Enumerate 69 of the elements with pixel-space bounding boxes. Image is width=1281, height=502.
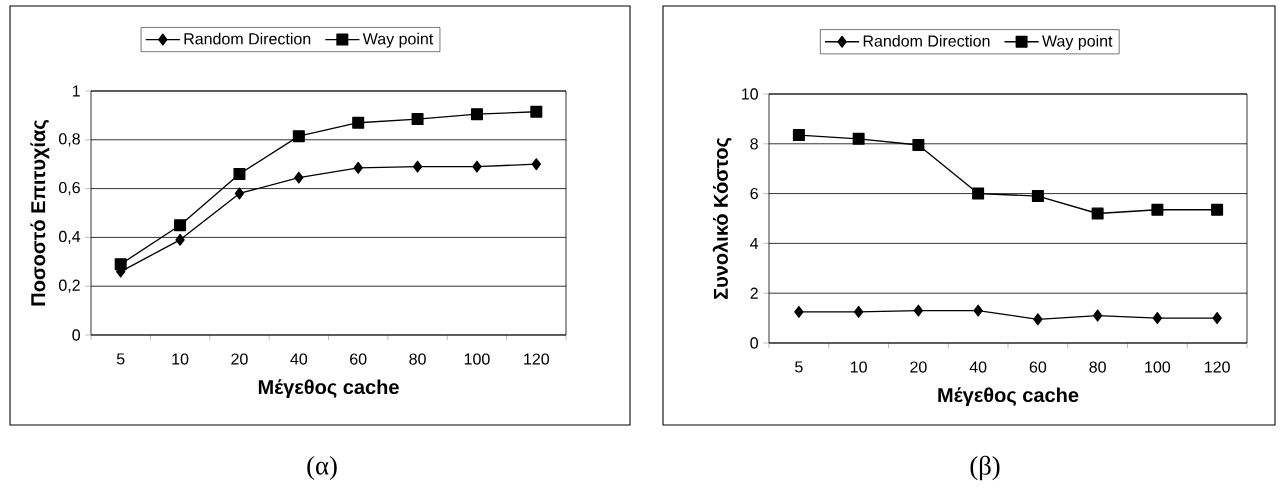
y-tick-label: 1 <box>72 85 80 97</box>
point <box>472 160 482 173</box>
legend-label: Random Direction <box>184 32 311 45</box>
x-tick-label: 10 <box>172 353 189 365</box>
point <box>175 233 185 246</box>
point <box>1151 203 1164 216</box>
point <box>1092 309 1103 322</box>
point <box>114 258 127 271</box>
x-tick-label: 100 <box>1145 361 1171 373</box>
point <box>411 113 424 126</box>
x-tick-label: 5 <box>795 361 803 373</box>
point <box>234 187 245 200</box>
point <box>1212 312 1222 325</box>
y-tick-label: 0,8 <box>59 133 80 147</box>
point <box>794 305 804 318</box>
y-tick-label: 0 <box>72 329 80 341</box>
point <box>531 158 541 171</box>
x-tick-label: 20 <box>910 361 927 373</box>
x-tick-label: 80 <box>1089 361 1106 373</box>
legend-label: Way point <box>362 32 434 48</box>
x-axis-title: Μέγεθος cache <box>938 387 1079 407</box>
point <box>1211 203 1224 216</box>
x-tick-label: 60 <box>350 353 367 365</box>
x-tick-label: 100 <box>464 353 490 365</box>
y-tick-label: 4 <box>750 237 759 249</box>
point <box>174 219 187 232</box>
point <box>353 161 363 174</box>
point <box>852 132 865 145</box>
point <box>530 105 543 118</box>
point <box>1152 312 1163 325</box>
x-tick-label: 10 <box>850 361 867 373</box>
y-tick-label: 8 <box>750 138 758 150</box>
point <box>853 305 864 318</box>
x-tick-label: 60 <box>1029 361 1047 373</box>
point <box>792 129 805 142</box>
x-tick-label: 120 <box>524 353 550 365</box>
point <box>233 167 246 180</box>
x-tick-label: 5 <box>116 353 125 365</box>
y-tick-label: 0,2 <box>59 279 80 293</box>
text: (α) <box>307 455 337 481</box>
point <box>352 116 365 129</box>
point <box>1091 207 1104 220</box>
x-tick-label: 20 <box>231 353 248 365</box>
x-tick-label: 40 <box>969 361 987 373</box>
point <box>973 304 983 317</box>
point <box>294 171 304 184</box>
x-axis-title: Μέγεθος cache <box>258 379 399 399</box>
point <box>1031 190 1044 203</box>
x-tick-label: 80 <box>409 353 426 365</box>
point <box>292 130 305 143</box>
x-tick-label: 40 <box>290 353 308 365</box>
y-axis-title: Ποσοστό Επιτυχίας <box>30 120 50 306</box>
point <box>972 187 985 200</box>
point <box>1033 313 1043 326</box>
y-tick-label: 2 <box>750 287 758 299</box>
y-tick-label: 6 <box>750 187 758 200</box>
y-tick-label: 10 <box>742 88 758 100</box>
point <box>912 139 925 152</box>
legend-label: Way point <box>1042 34 1113 50</box>
point <box>470 108 483 121</box>
y-axis-title: Συνολικό Κόστος <box>712 137 732 300</box>
legend-label: Random Direction <box>863 34 990 47</box>
x-tick-label: 120 <box>1204 361 1230 373</box>
y-tick-label: 0 <box>750 337 758 349</box>
point <box>913 304 924 317</box>
text: (β) <box>970 455 1000 481</box>
point <box>412 160 423 173</box>
y-tick-label: 0,4 <box>59 230 81 244</box>
y-tick-label: 0,6 <box>59 181 80 196</box>
